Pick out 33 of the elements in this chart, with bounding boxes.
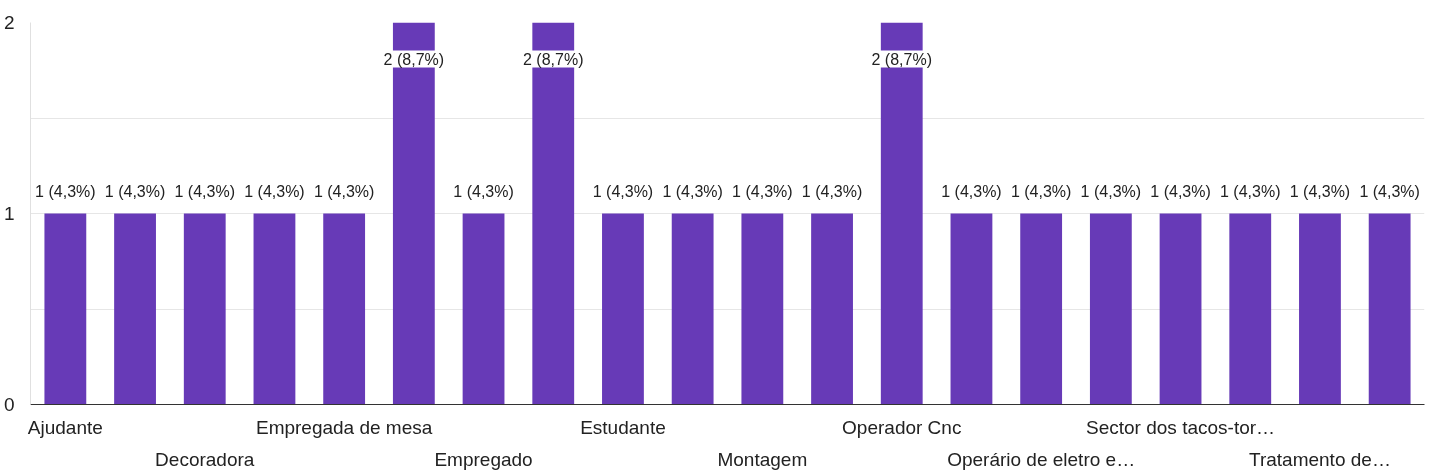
data-label: 1 (4,3%) — [1010, 182, 1072, 200]
data-label: 1 (4,3%) — [174, 182, 235, 200]
data-label: 1 (4,3%) — [1359, 182, 1420, 200]
data-label: 1 (4,3%) — [313, 182, 375, 200]
data-label: 2 (8,7%) — [383, 50, 445, 68]
data-label: 2 (8,7%) — [523, 50, 584, 68]
x-tick-label: Decoradora — [155, 448, 255, 470]
x-tick-label: Montagem — [717, 448, 808, 470]
data-label: 1 (4,3%) — [35, 182, 96, 200]
data-label: 1 (4,3%) — [1289, 182, 1351, 200]
data-label: 1 (4,3%) — [1150, 182, 1211, 200]
data-label: 1 (4,3%) — [1220, 182, 1281, 200]
data-label: 1 (4,3%) — [453, 182, 514, 200]
data-label: 2 (8,7%) — [871, 50, 932, 68]
x-tick-label: Estudante — [580, 416, 666, 438]
x-tick-label: Sector dos tacos-tor… — [1086, 416, 1276, 438]
x-tick-label: Operador Cnc — [842, 416, 962, 438]
data-label: 1 (4,3%) — [244, 182, 305, 200]
x-tick-label: Operário de eletro e… — [947, 448, 1136, 470]
data-label: 1 (4,3%) — [1080, 182, 1142, 200]
x-tick-label: Empregado — [434, 448, 533, 470]
y-tick-label: 2 — [3, 12, 15, 33]
data-label: 1 (4,3%) — [104, 182, 166, 200]
x-tick-label: Ajudante — [27, 416, 103, 438]
data-label: 1 (4,3%) — [801, 182, 863, 200]
data-label: 1 (4,3%) — [732, 182, 793, 200]
data-label: 1 (4,3%) — [941, 182, 1002, 200]
y-tick-label: 1 — [3, 203, 15, 224]
x-tick-label: Empregada de mesa — [255, 416, 433, 438]
x-tick-label: Tratamento de… — [1249, 448, 1391, 470]
y-tick-label: 0 — [3, 394, 15, 415]
data-label: 1 (4,3%) — [592, 182, 654, 200]
data-label: 1 (4,3%) — [662, 182, 723, 200]
